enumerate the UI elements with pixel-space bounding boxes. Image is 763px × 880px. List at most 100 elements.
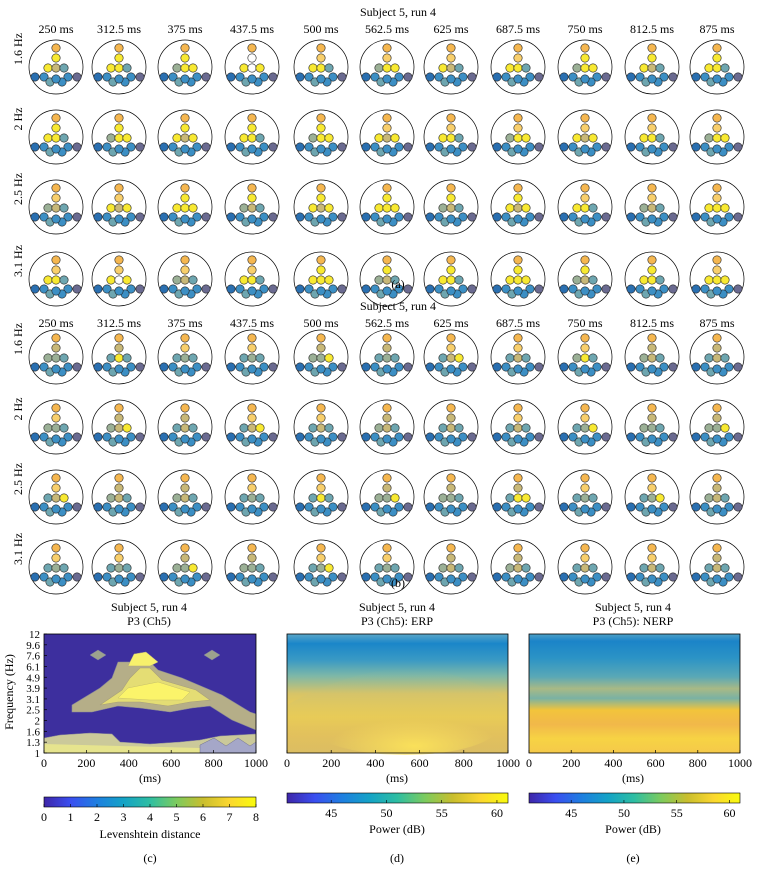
electrode <box>72 142 82 152</box>
panel-e-label: (e) <box>626 851 639 865</box>
a-head <box>359 39 415 95</box>
electrode <box>588 275 598 285</box>
electrode <box>655 353 665 363</box>
electrode <box>324 353 334 363</box>
electrode <box>434 284 444 294</box>
time-label: 375 ms <box>167 22 202 36</box>
electrode <box>647 553 657 563</box>
electrode <box>434 362 444 372</box>
electrode <box>712 403 722 413</box>
electrode <box>63 142 73 152</box>
electrode <box>647 343 657 353</box>
electrode <box>592 572 602 582</box>
electrode <box>93 212 103 222</box>
electrode <box>63 284 73 294</box>
electrode <box>51 193 61 203</box>
electrode <box>106 275 116 285</box>
electrode <box>446 543 456 553</box>
electrode <box>316 504 326 514</box>
electrode <box>580 144 590 154</box>
panel-b: Subject 5, run 4 250 ms 312.5 ms 375 ms 437… <box>11 299 745 595</box>
panel-b-label: (b) <box>391 576 405 590</box>
time-label: 437.5 ms <box>230 22 274 36</box>
time-label: 750 ms <box>567 316 602 330</box>
electrode <box>580 353 590 363</box>
electrode <box>505 133 515 143</box>
electrode <box>438 493 448 503</box>
time-label: 562.5 ms <box>365 22 409 36</box>
panel-b-title: Subject 5, run 4 <box>360 299 436 313</box>
electrode <box>635 284 645 294</box>
panel-c-title: Subject 5, run 4 <box>111 600 187 614</box>
freq-label: 1.6 Hz <box>11 33 25 65</box>
electrode <box>446 333 456 343</box>
electrode <box>505 423 515 433</box>
electrode <box>93 572 103 582</box>
electrode <box>180 113 190 123</box>
electrode <box>712 286 722 296</box>
electrode <box>659 362 669 372</box>
electrode <box>434 212 444 222</box>
electrode <box>59 563 69 573</box>
electrode <box>505 63 515 73</box>
electrode <box>655 133 665 143</box>
electrode <box>513 504 523 514</box>
time-label: 375 ms <box>167 316 202 330</box>
electrode <box>382 53 392 63</box>
electrode <box>382 364 392 374</box>
electrode <box>382 333 392 343</box>
electrode <box>382 553 392 563</box>
electrode <box>446 423 456 433</box>
electrode <box>559 362 569 372</box>
a-head <box>293 179 349 235</box>
electrode <box>580 275 590 285</box>
electrode <box>180 423 190 433</box>
electrode <box>467 362 477 372</box>
electrode <box>639 353 649 363</box>
electrode <box>374 203 384 213</box>
electrode <box>51 53 61 63</box>
electrode <box>259 72 269 82</box>
b-head <box>157 539 213 595</box>
electrode <box>691 502 701 512</box>
electrode <box>30 502 40 512</box>
electrode <box>382 193 392 203</box>
contour-peak-top <box>127 651 159 667</box>
electrode <box>390 493 400 503</box>
electrode <box>572 63 582 73</box>
electrode <box>72 284 82 294</box>
y-tick-label: 9.6 <box>26 640 40 652</box>
electrode <box>126 212 136 222</box>
electrode <box>295 142 305 152</box>
electrode <box>295 432 305 442</box>
electrode <box>534 72 544 82</box>
electrode <box>394 362 404 372</box>
electrode <box>239 493 249 503</box>
electrode <box>51 286 61 296</box>
electrode <box>712 493 722 503</box>
y-tick-label: 1.3 <box>26 737 40 749</box>
electrode <box>382 275 392 285</box>
electrode <box>192 212 202 222</box>
electrode <box>733 212 743 222</box>
electrode <box>712 255 722 265</box>
electrode <box>63 72 73 82</box>
panel-e-heatmap <box>529 634 740 753</box>
y-tick-label: 3.1 <box>26 694 40 706</box>
electrode <box>122 563 132 573</box>
electrode <box>382 63 392 73</box>
electrode <box>370 502 380 512</box>
electrode <box>39 212 49 222</box>
electrode <box>226 212 236 222</box>
electrode <box>370 212 380 222</box>
electrode <box>247 74 257 84</box>
electrode <box>72 362 82 372</box>
electrode <box>180 543 190 553</box>
electrode <box>635 502 645 512</box>
electrode <box>382 183 392 193</box>
a-head <box>624 179 680 235</box>
electrode <box>159 502 169 512</box>
colorbar-tick-label: 45 <box>565 806 577 820</box>
x-tick-label: 600 <box>411 756 429 770</box>
b-head <box>423 539 479 595</box>
